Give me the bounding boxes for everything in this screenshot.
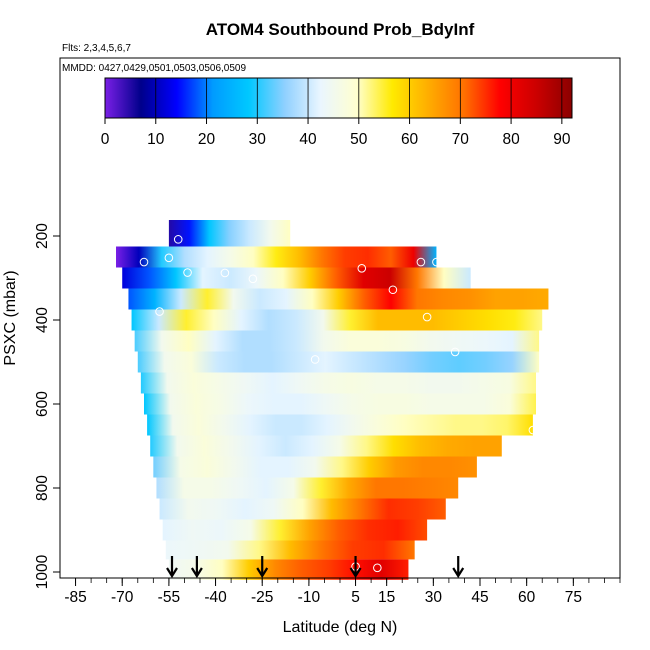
x-tick-label: 5 — [351, 589, 360, 606]
x-tick-label: 45 — [471, 589, 488, 606]
x-tick-label: -40 — [204, 589, 227, 606]
heat-row — [122, 267, 471, 289]
colorbar-tick-label: 80 — [502, 131, 520, 148]
sample-marker — [528, 425, 538, 435]
sample-marker — [422, 312, 432, 322]
colorbar-frame — [104, 77, 573, 119]
heat-row — [156, 477, 459, 499]
sample-marker — [183, 268, 192, 277]
sample-marker — [432, 257, 441, 267]
x-tick-label: 30 — [425, 589, 443, 606]
axes: -85 -70 -55 -40 -25 -10 5 15 30 45 60 75 200 400 600 80… — [34, 223, 621, 606]
colorbar-gradient — [105, 78, 572, 118]
colorbar-tick-label: 0 — [101, 131, 110, 148]
sample-marker — [155, 307, 164, 316]
flights-label: Flts: 2,3,4,5,6,7 — [62, 43, 131, 54]
x-tick-label: -70 — [111, 589, 134, 606]
y-tick-label: 400 — [34, 307, 51, 333]
x-tick-label: 60 — [518, 589, 536, 606]
sample-marker — [373, 563, 382, 573]
heat-row — [137, 351, 540, 373]
heat-row — [168, 220, 291, 247]
sample-marker — [248, 274, 258, 284]
x-tick-label: 75 — [565, 589, 582, 606]
colorbar-tick-label: 20 — [198, 131, 216, 148]
sample-marker — [105, 252, 115, 262]
sample-marker — [404, 237, 413, 247]
colorbar-tick-label: 60 — [401, 131, 419, 148]
heat-row — [134, 330, 540, 352]
heat-row — [140, 372, 536, 394]
colorbar: 0 10 20 30 40 50 60 70 80 90 — [101, 77, 573, 148]
heat-row — [159, 498, 446, 520]
heat-row — [162, 519, 428, 541]
heat-row — [165, 540, 415, 560]
sample-marker — [139, 257, 149, 267]
sample-marker — [173, 235, 183, 244]
heat-row — [144, 393, 536, 415]
x-tick-label: -55 — [158, 589, 180, 606]
colorbar-tick-label: 50 — [350, 131, 368, 148]
heat-row — [116, 246, 437, 268]
y-tick-label: 1000 — [34, 554, 51, 589]
y-tick-label: 600 — [34, 391, 51, 417]
x-tick-label: -25 — [251, 589, 273, 606]
sample-marker — [220, 268, 230, 278]
x-tick-label: 15 — [378, 589, 395, 606]
sample-marker — [416, 257, 426, 267]
sample-marker — [562, 285, 572, 295]
y-axis-label: PSXC (mbar) — [2, 270, 19, 365]
dates-label: MMDD: 0427,0429,0501,0503,0506,0509 — [62, 63, 246, 74]
down-arrow-icon — [349, 556, 362, 579]
sample-markers — [105, 235, 572, 573]
down-arrow-icon — [190, 556, 203, 579]
heat-row — [131, 309, 543, 331]
sample-marker — [450, 347, 460, 357]
heat-row — [153, 456, 477, 478]
heat-row — [150, 435, 502, 457]
x-tick-label: -85 — [64, 589, 86, 606]
sample-marker — [310, 355, 320, 364]
down-arrow-icon — [256, 556, 269, 579]
heat-row — [147, 414, 533, 436]
arrow-markers — [166, 556, 465, 579]
sample-marker — [388, 285, 398, 295]
colorbar-tick-label: 30 — [249, 131, 267, 148]
colorbar-tick-label: 90 — [553, 131, 571, 148]
sample-marker — [164, 253, 174, 263]
chart-title: ATOM4 Southbound Prob_BdyInf — [206, 20, 475, 39]
y-tick-label: 200 — [34, 223, 51, 249]
y-tick-label: 800 — [34, 475, 51, 501]
down-arrow-icon — [166, 556, 178, 579]
heat-row — [128, 288, 549, 310]
down-arrow-icon — [452, 556, 465, 579]
colorbar-tick-label: 70 — [452, 131, 470, 148]
heatmap-rows — [116, 220, 549, 580]
colorbar-tick-label: 40 — [299, 131, 317, 148]
x-axis-label: Latitude (deg N) — [283, 619, 398, 636]
x-tick-label: -10 — [298, 589, 321, 606]
sample-marker — [357, 264, 367, 273]
heat-row — [168, 559, 409, 580]
colorbar-tick-label: 10 — [147, 131, 165, 148]
